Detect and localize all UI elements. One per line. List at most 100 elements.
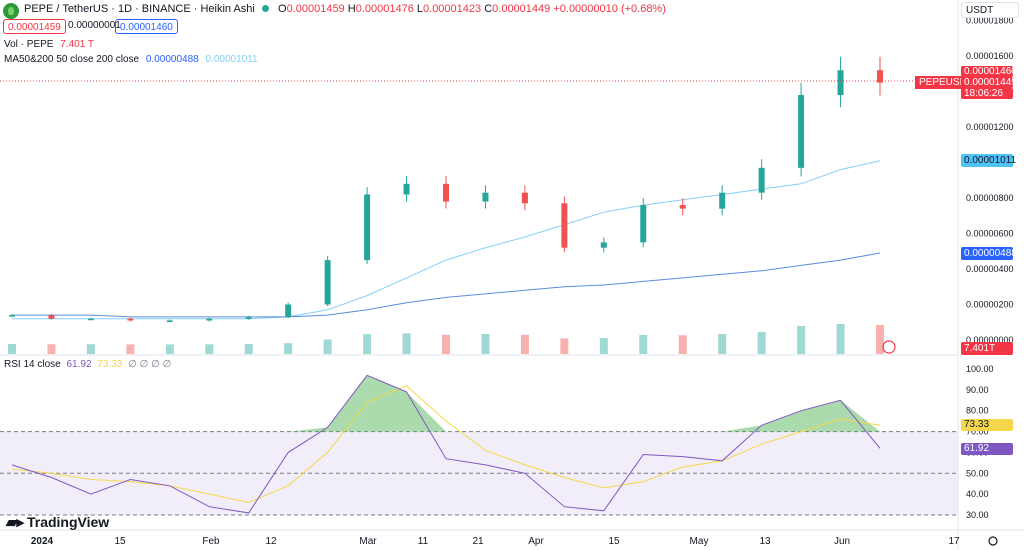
time-tick-label: 21: [472, 536, 484, 547]
rsi-tick-label: 70.00: [966, 427, 989, 437]
ma-legend[interactable]: MA50&200 50 close 200 close 0.00000488 0…: [4, 54, 258, 65]
price-tick-label: 0.00001600: [966, 51, 1014, 61]
ma-label: MA50&200 50 close 200 close: [4, 54, 140, 65]
candle-body: [48, 315, 55, 319]
volume-value: 7.401 T: [60, 39, 94, 50]
volume-bar: [599, 338, 608, 354]
volume-bar: [520, 334, 529, 354]
rsi-overbought-fill: [288, 427, 328, 432]
volume-bar: [876, 325, 884, 354]
symbol-logo-icon: [3, 3, 19, 19]
currency-button[interactable]: USDT: [961, 2, 1019, 18]
ohlc-l-label: L: [416, 3, 424, 15]
volume-label: Vol · PEPE: [4, 39, 54, 50]
volume-bar: [797, 326, 806, 354]
price-tick-label: 0.00000600: [966, 229, 1014, 239]
candle-body: [206, 318, 213, 321]
candle-body: [245, 316, 252, 319]
volume-bar: [442, 334, 450, 354]
time-tick-label: 13: [759, 536, 771, 547]
candle-body: [877, 70, 883, 83]
symbol-title[interactable]: PEPE / TetherUS · 1D · BINANCE · Heikin …: [24, 3, 666, 15]
rsi-tag: 61.92: [961, 443, 1013, 455]
candle-body: [640, 205, 647, 243]
price-tag-2: 0.00001449: [961, 77, 1017, 88]
candle-body: [679, 205, 686, 209]
rsi-overbought-fill: [840, 400, 880, 432]
time-tick-label: 17: [948, 536, 960, 547]
rsi-overbought-fill: [406, 391, 446, 432]
volume-bar: [284, 343, 293, 354]
sell-button[interactable]: 0.00001459: [3, 19, 66, 34]
ohlc-c-label: C: [484, 3, 493, 15]
time-tick-label: 11: [418, 536, 429, 547]
buy-button[interactable]: 0.00001460: [115, 19, 178, 34]
volume-bar: [678, 335, 687, 354]
rsi-smooth-tag: 73.33: [961, 419, 1013, 431]
candle-body: [403, 183, 410, 195]
candle-body: [798, 95, 805, 168]
candle-body: [443, 183, 449, 202]
alert-icon: [882, 340, 896, 354]
rsi-tick-label: 40.00: [966, 489, 989, 499]
candle-body: [166, 320, 173, 322]
rsi-overbought-fill: [327, 375, 368, 432]
price-tick-label: 0.00000000: [966, 335, 1014, 345]
time-tick-label: 15: [608, 536, 620, 547]
price-tick-label: 0.00000200: [966, 300, 1014, 310]
ohlc-c-value: 0.00001449: [492, 3, 551, 15]
rsi-smooth-value: 73.33: [97, 359, 123, 370]
tv-mark-icon: ▰▸: [6, 514, 24, 531]
volume-tag: 7.401T: [961, 342, 1013, 355]
candle-body: [600, 242, 607, 248]
candle-body: [719, 192, 726, 209]
price-tick-label: 0.00000800: [966, 193, 1014, 203]
rsi-overbought-fill: [761, 410, 802, 432]
candle-body: [521, 192, 528, 204]
candle-body: [561, 203, 568, 248]
rsi-value: 61.92: [66, 359, 92, 370]
candle-body: [285, 304, 292, 317]
candle-body: [127, 318, 134, 321]
volume-bar: [363, 334, 372, 354]
ma-fast-tag: 0.00001011: [961, 154, 1016, 167]
rsi-tick-label: 30.00: [966, 510, 989, 520]
ma-fast-value: 0.00001011: [205, 54, 258, 65]
candle-body: [324, 260, 331, 305]
time-tick-label: Mar: [359, 536, 377, 547]
rsi-tick-label: 100.00: [966, 364, 994, 374]
volume-bar: [47, 344, 56, 354]
volume-bar: [86, 344, 95, 354]
ohlc-h-value: 0.00001476: [355, 3, 414, 15]
rsi-extras: ∅ ∅ ∅ ∅: [128, 359, 172, 370]
rsi-tick-label: 50.00: [966, 468, 989, 478]
settings-gear-icon: [988, 536, 998, 546]
rsi-overbought-fill: [722, 425, 762, 432]
time-tick-label: May: [690, 536, 709, 547]
volume-bar: [639, 335, 648, 354]
price-tick-label: 0.00001200: [966, 122, 1014, 132]
rsi-label: RSI 14 close: [4, 359, 61, 370]
tradingview-logo: ▰▸ TradingView: [6, 513, 109, 531]
candle-body: [482, 192, 489, 202]
rsi-legend[interactable]: RSI 14 close 61.92 73.33 ∅ ∅ ∅ ∅: [4, 359, 171, 370]
candle-body: [758, 167, 765, 193]
volume-bar: [165, 344, 174, 354]
price-tick-label: 0.00001800: [966, 16, 1014, 26]
ohlc-change: +0.00000010 (+0.68%): [553, 3, 666, 15]
ohlc-o-label: O: [278, 3, 287, 15]
volume-bar: [560, 338, 569, 354]
countdown-tag: 18:06:26: [961, 88, 1013, 99]
ma-slow-tag: 0.00000488: [961, 247, 1017, 260]
rsi-tick-label: 80.00: [966, 406, 989, 416]
rsi-ma-line: [11, 385, 881, 504]
volume-legend[interactable]: Vol · PEPE 7.401 T: [4, 39, 94, 50]
ma-line-ma200: [12, 252, 881, 318]
time-tick-label: Jun: [834, 536, 850, 547]
symbol-line: PEPE / TetherUS · 1D · BINANCE · Heikin …: [24, 3, 255, 15]
ma-slow-value: 0.00000488: [145, 54, 199, 65]
candle-body: [9, 315, 15, 317]
volume-bar: [757, 331, 766, 354]
volume-bar: [836, 324, 845, 354]
